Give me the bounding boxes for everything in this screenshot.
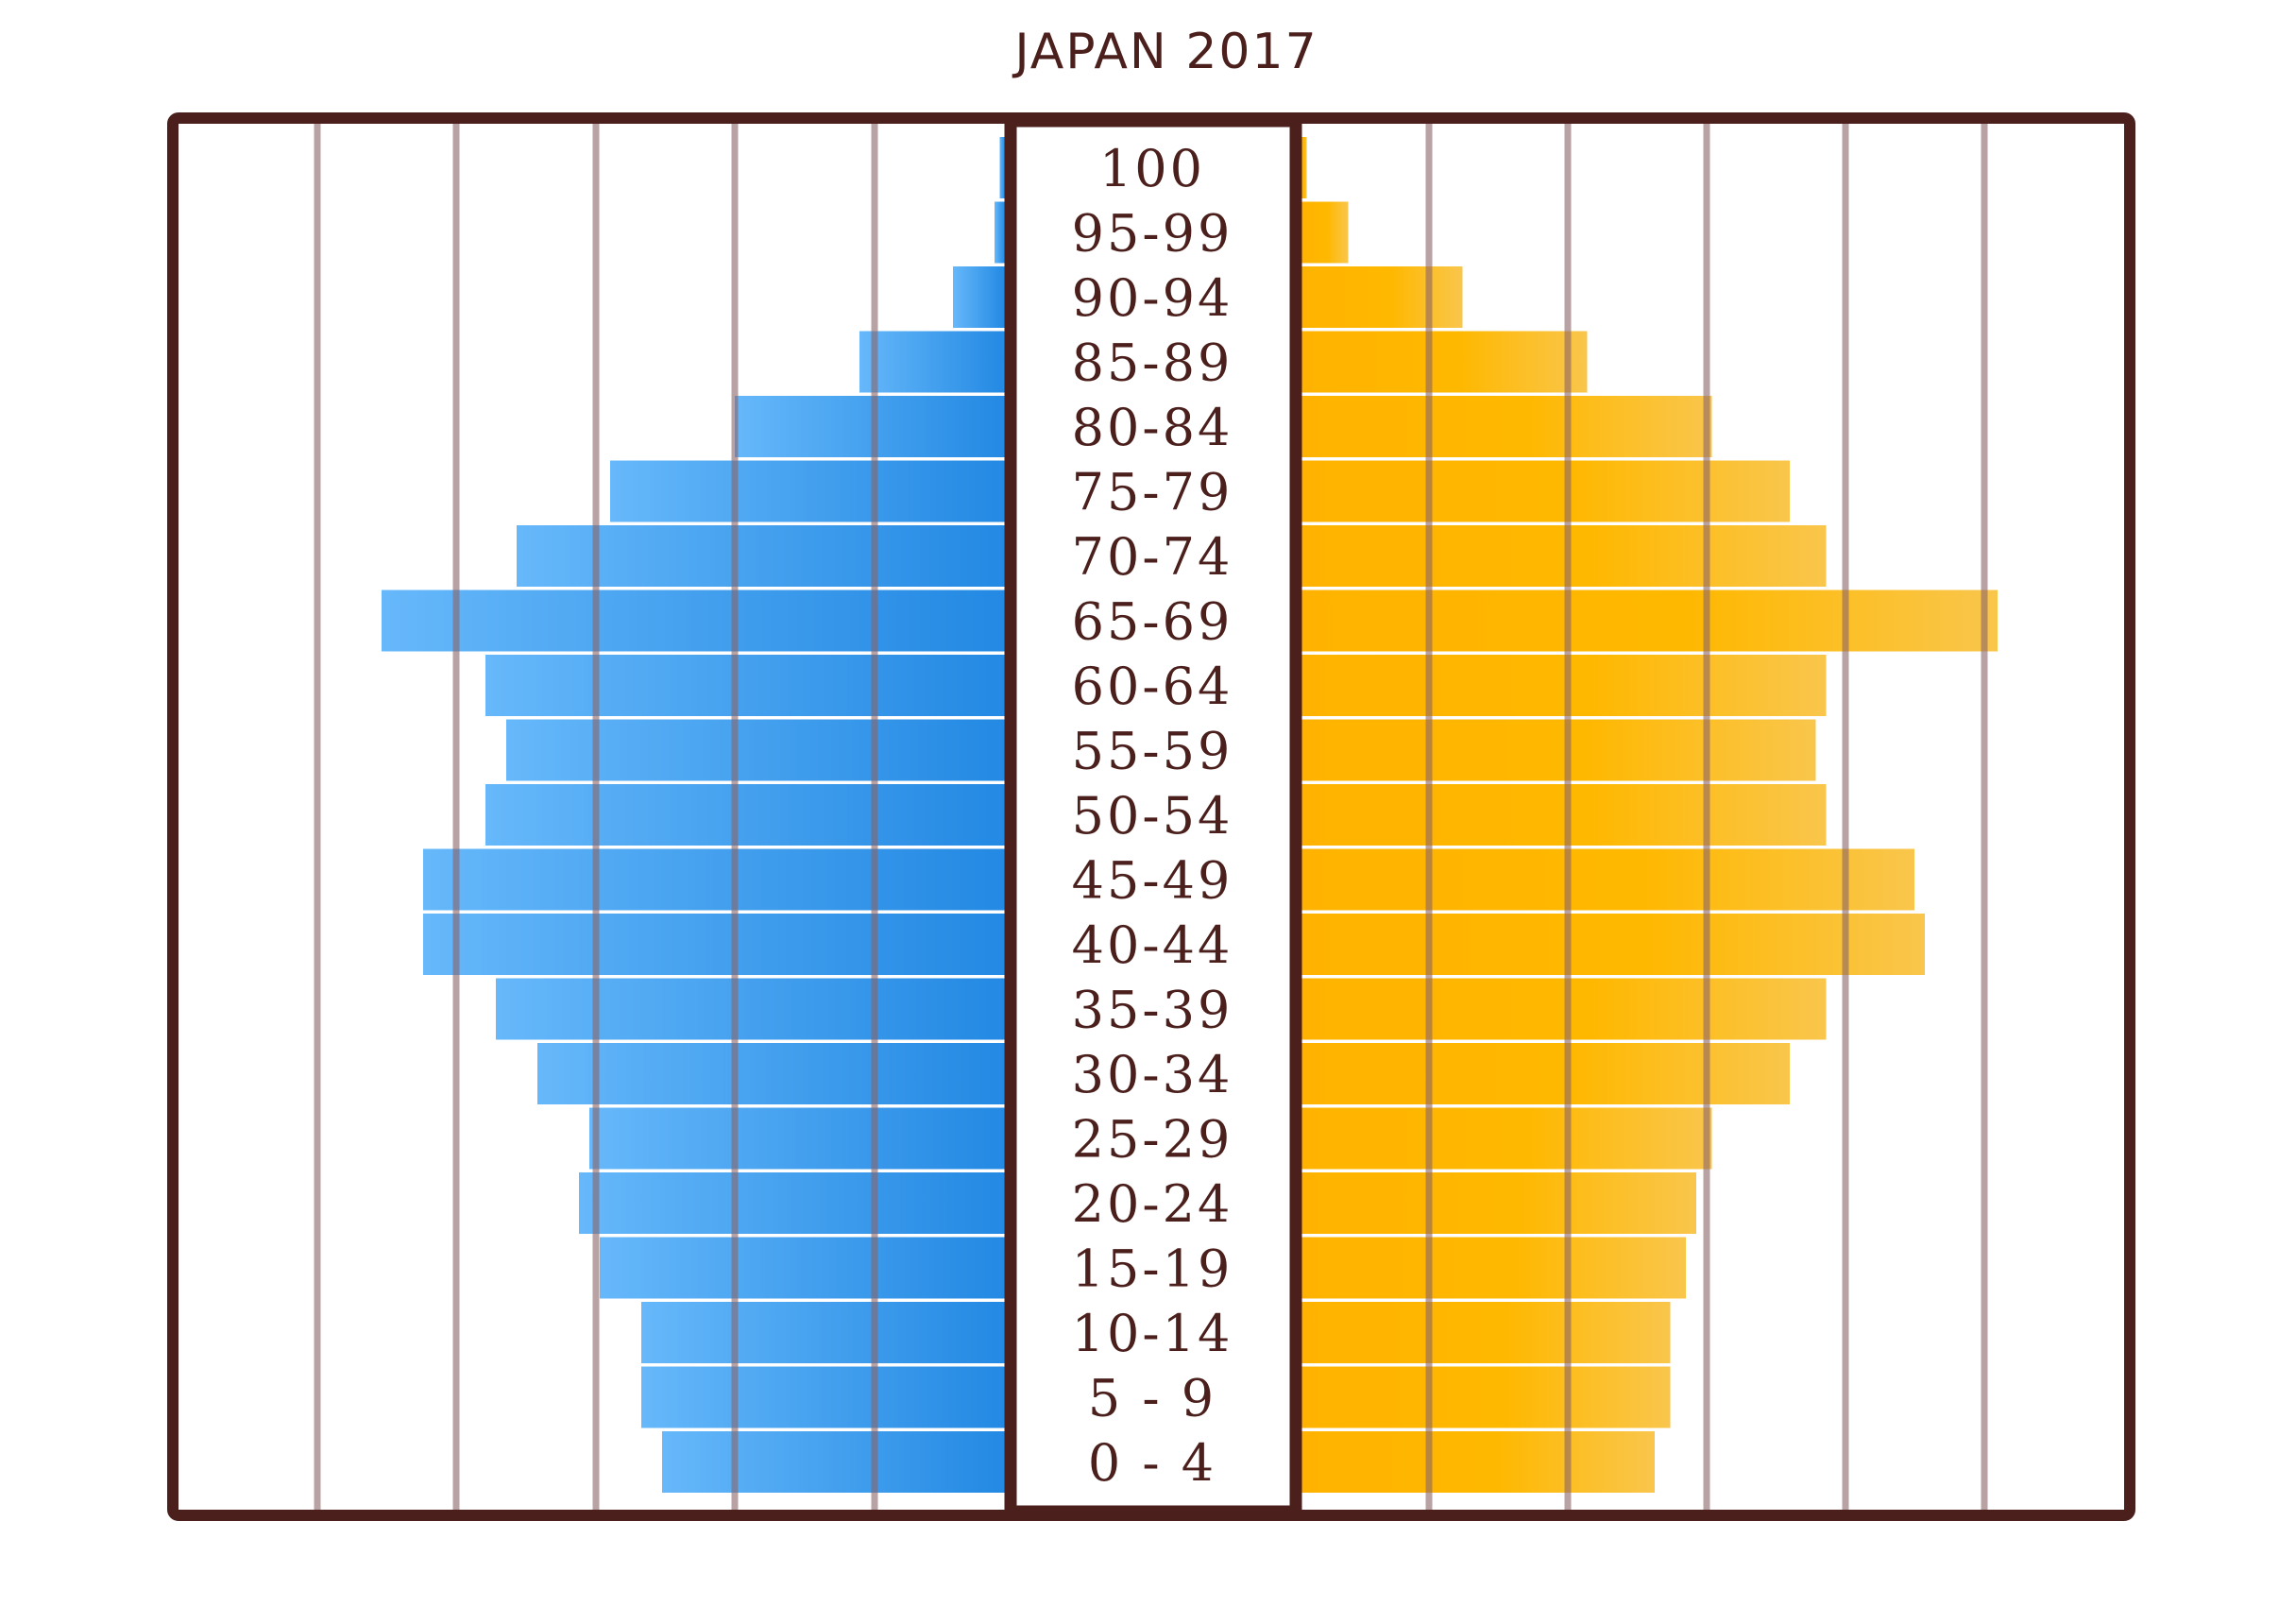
bar-right-7 — [1301, 590, 1998, 652]
bar-right-3 — [1301, 331, 1588, 393]
bar-left-19 — [641, 1366, 1005, 1428]
age-label-2: 90-94 — [1072, 268, 1233, 328]
bar-left-7 — [382, 590, 1005, 652]
chart-title: JAPAN 2017 — [1012, 24, 1318, 80]
bar-right-10 — [1301, 784, 1827, 846]
bar-right-14 — [1301, 1043, 1790, 1104]
age-label-3: 85-89 — [1072, 333, 1233, 393]
age-label-1: 95-99 — [1072, 204, 1233, 264]
age-label-10: 50-54 — [1072, 786, 1233, 846]
bar-right-18 — [1301, 1302, 1671, 1363]
age-label-7: 65-69 — [1072, 592, 1233, 652]
age-label-9: 55-59 — [1072, 722, 1233, 781]
chart-frame — [167, 112, 2135, 1521]
bar-left-0 — [999, 137, 1005, 198]
bar-right-5 — [1301, 460, 1790, 522]
bar-left-3 — [859, 331, 1005, 393]
age-label-6: 70-74 — [1072, 527, 1233, 587]
bar-left-14 — [537, 1043, 1005, 1104]
bar-left-17 — [600, 1237, 1005, 1299]
bar-right-20 — [1301, 1431, 1655, 1493]
age-label-0: 100 — [1099, 139, 1205, 198]
age-label-19: 5 - 9 — [1088, 1369, 1216, 1428]
age-label-15: 25-29 — [1072, 1110, 1233, 1170]
bar-right-0 — [1301, 137, 1307, 198]
bar-right-16 — [1301, 1172, 1696, 1234]
age-label-4: 80-84 — [1072, 398, 1233, 457]
bar-right-11 — [1301, 848, 1914, 911]
bar-right-12 — [1301, 914, 1925, 975]
male-bars — [382, 137, 1005, 1493]
bar-left-6 — [517, 525, 1005, 587]
age-label-5: 75-79 — [1072, 463, 1233, 522]
age-label-14: 30-34 — [1072, 1045, 1233, 1104]
age-label-17: 15-19 — [1072, 1239, 1233, 1299]
female-bars — [1301, 137, 1998, 1493]
bar-right-1 — [1301, 201, 1349, 264]
bar-right-8 — [1301, 655, 1827, 716]
bar-right-15 — [1301, 1107, 1712, 1170]
bar-right-6 — [1301, 525, 1827, 587]
bar-left-13 — [496, 978, 1005, 1040]
bar-left-12 — [423, 914, 1005, 975]
age-label-12: 40-44 — [1072, 915, 1233, 975]
bar-left-4 — [735, 396, 1005, 457]
age-label-13: 35-39 — [1072, 981, 1233, 1040]
age-label-8: 60-64 — [1072, 657, 1233, 716]
bar-right-4 — [1301, 396, 1712, 457]
bar-right-19 — [1301, 1366, 1671, 1428]
bar-left-8 — [485, 655, 1005, 716]
age-label-20: 0 - 4 — [1088, 1433, 1216, 1493]
bar-right-2 — [1301, 266, 1463, 328]
gridlines — [314, 123, 1988, 1512]
bar-left-18 — [641, 1302, 1005, 1363]
bar-right-13 — [1301, 978, 1827, 1040]
bar-right-17 — [1301, 1237, 1686, 1299]
bar-left-9 — [506, 719, 1005, 781]
bar-left-2 — [953, 266, 1005, 328]
age-label-16: 20-24 — [1072, 1174, 1233, 1234]
bar-left-11 — [423, 848, 1005, 911]
bar-left-15 — [589, 1107, 1005, 1170]
bar-left-1 — [995, 201, 1005, 264]
bar-left-20 — [662, 1431, 1005, 1493]
age-label-11: 45-49 — [1072, 851, 1233, 911]
age-label-18: 10-14 — [1072, 1304, 1233, 1363]
bar-left-5 — [610, 460, 1005, 522]
bar-left-10 — [485, 784, 1005, 846]
bar-right-9 — [1301, 719, 1816, 781]
bar-left-16 — [579, 1172, 1005, 1234]
